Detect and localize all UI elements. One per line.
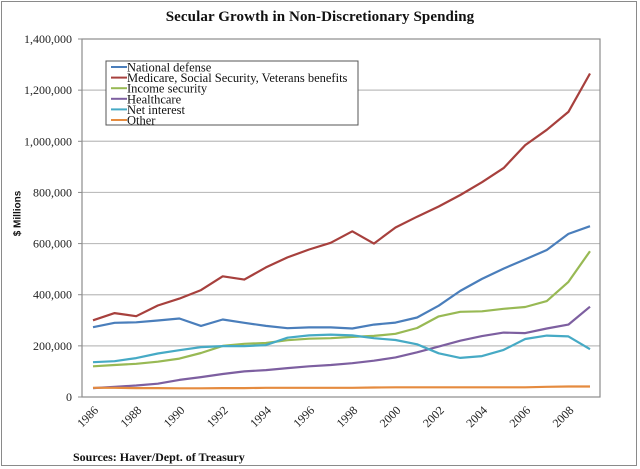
x-tick-label: 1988 [117,403,144,430]
legend-label: Income security [127,82,208,96]
series-line-other [93,385,590,390]
legend-label: Net interest [127,103,185,117]
x-tick-label: 2006 [506,403,533,430]
y-axis-ticks: 0 200,000 400,000 600,000 800,000 1,000,000 1,… [24,32,82,404]
series-lines [92,72,591,390]
x-tick-label: 1998 [334,403,361,430]
x-tick-label: 2008 [550,403,577,430]
y-tick-label: 1,400,000 [24,32,72,46]
source-note: Sources: Haver/Dept. of Treasury [73,450,245,464]
x-tick-label: 2002 [420,403,447,430]
y-tick-label: 800,000 [33,185,72,199]
series-line-medicare-social-security-veterans-benefits [92,72,591,322]
chart-title: Secular Growth in Non-Discretionary Spen… [165,9,475,25]
x-tick-label: 1990 [161,403,188,430]
series-line-income-security [92,250,591,368]
x-tick-label: 1996 [290,403,317,430]
x-axis-ticks: 1986 1988 1990 1992 1994 1996 1998 2000 2002 2004… [74,403,576,430]
y-tick-label: 1,200,000 [24,83,72,97]
plot-area-border [81,38,601,398]
legend-label: Medicare, Social Security, Veterans bene… [127,71,348,85]
y-tick-label: 600,000 [33,237,72,251]
x-tick-label: 2000 [377,403,404,430]
series-line-national-defense [92,225,591,330]
legend-label: National defense [127,61,212,75]
legend-box [105,60,359,126]
series-line-healthcare [92,305,591,390]
y-tick-label: 1,000,000 [24,134,72,148]
x-tick-label: 1994 [247,403,274,430]
legend-label: Other [127,114,156,128]
x-tick-label: 1986 [74,403,101,430]
y-tick-label: 0 [66,390,72,404]
series-line-net-interest [92,333,591,364]
x-tick-label: 1992 [204,403,231,430]
y-tick-label: 200,000 [33,339,72,353]
legend-label: Healthcare [127,92,182,106]
x-tick-label: 2004 [463,403,490,430]
y-tick-label: 400,000 [33,288,72,302]
